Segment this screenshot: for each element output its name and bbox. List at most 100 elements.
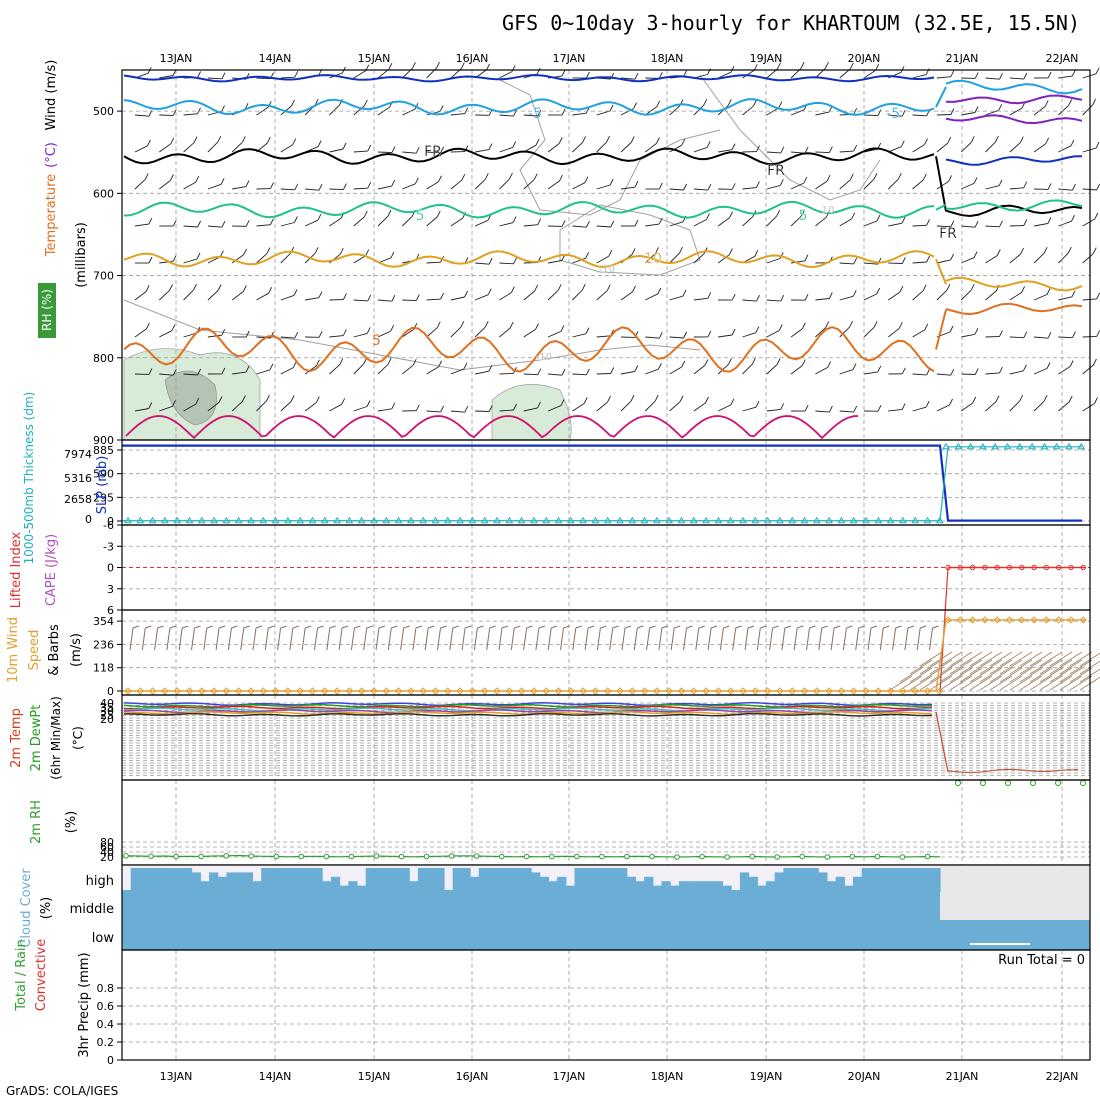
- wind-barb-flag: [219, 250, 224, 257]
- wind-barb: [256, 336, 271, 339]
- wind-barb: [985, 109, 999, 116]
- thickness-marker: [714, 516, 723, 524]
- wind-barb-flag: [1094, 397, 1098, 404]
- cloud-high-bar: [383, 868, 393, 892]
- wind-barb-flag: [145, 285, 150, 292]
- rh-contour-3: [699, 74, 881, 201]
- wind-barb: [742, 299, 757, 302]
- cloud-high-bar: [522, 868, 532, 892]
- wind10-marker-after: [944, 616, 952, 624]
- wind-barb-flag: [778, 101, 783, 108]
- wind-barb-flag: [610, 367, 615, 374]
- wind-barb-flag: [464, 107, 469, 114]
- wind10-speed-line: [122, 619, 1085, 692]
- wind-barb: [426, 327, 438, 338]
- wind-barb: [1009, 187, 1024, 190]
- wind-barb: [718, 149, 733, 153]
- wind10-marker: [271, 687, 280, 695]
- wind10-barb-dense: [919, 675, 943, 691]
- wind-barb: [1058, 366, 1071, 375]
- thickness-marker: [776, 516, 784, 524]
- wind10-axis-label-2: Speed: [27, 630, 42, 671]
- wind-barb: [693, 188, 708, 191]
- wind10-barb-dense: [939, 667, 963, 683]
- wind-barb: [280, 294, 295, 301]
- thickness-marker: [837, 516, 846, 524]
- wind-barb: [402, 299, 417, 302]
- wind10-barb-dense: [1029, 675, 1053, 691]
- wind-barb-flag: [560, 399, 565, 406]
- wind-barb-flag: [950, 108, 955, 115]
- thickness-marker: [751, 516, 760, 524]
- wind10-barb: [437, 627, 441, 651]
- wind-barb-flag: [779, 179, 784, 186]
- wind-barb-flag: [170, 137, 175, 145]
- thickness-marker-after: [991, 442, 1000, 450]
- cloud-high-bar: [705, 881, 715, 892]
- thickness-marker: [788, 516, 797, 524]
- bottom-day-label-0: 13JAN: [160, 1070, 193, 1083]
- wind-barb: [572, 333, 587, 338]
- cloud-high-bar: [800, 868, 811, 892]
- wind-barb-flag: [924, 323, 929, 331]
- wind-barb: [961, 257, 975, 264]
- wind-barb: [936, 289, 948, 301]
- wind-barb-flag: [1096, 292, 1100, 300]
- wind-barb: [596, 335, 611, 338]
- wind-barb-flag: [705, 213, 710, 220]
- wind-barb-flag: [655, 137, 660, 144]
- wind10-barb-flag: [169, 625, 177, 629]
- top-day-label-3: 16JAN: [456, 52, 489, 65]
- wind-barb: [863, 220, 878, 227]
- rh2m-point: [624, 853, 630, 860]
- wind-barb: [1058, 336, 1073, 339]
- wind-barb-flag: [315, 396, 320, 403]
- wind10-marker: [874, 687, 883, 695]
- wind10-marker: [530, 687, 538, 695]
- wind-barb-flag: [537, 109, 542, 117]
- wind-barb-flag: [998, 179, 1003, 186]
- wind-barb: [766, 408, 781, 412]
- wind-barb: [523, 179, 535, 190]
- isotherm-4: [123, 326, 935, 373]
- li-axis-label: Lifted Index: [9, 531, 24, 608]
- wind10-barb: [879, 627, 884, 651]
- wind-barb: [231, 254, 244, 264]
- temp-ytick-3: 25: [100, 709, 114, 722]
- wind-barb-flag: [606, 135, 611, 143]
- wind-barb: [596, 225, 611, 228]
- wind-barb-flag: [537, 401, 541, 409]
- li-ytick-4: 6: [107, 604, 114, 617]
- top-day-label-7: 20JAN: [848, 52, 881, 65]
- temp-band-2: [123, 705, 933, 710]
- wind10-barb: [756, 627, 761, 651]
- temperature-unit-label: (°C): [44, 142, 59, 168]
- wind10-barb-flag: [932, 625, 939, 629]
- thickness-marker-after: [1003, 442, 1012, 450]
- wind-barb: [888, 114, 903, 117]
- cloud-high-bar: [922, 868, 932, 892]
- wind-barb-flag: [1095, 67, 1100, 75]
- cloud-high-bar: [670, 885, 680, 892]
- top-day-label-9: 22JAN: [1046, 52, 1079, 65]
- wind-barb-flag: [974, 328, 979, 335]
- wind-barb-flag: [707, 292, 712, 299]
- dewpt-marker: [1030, 780, 1036, 786]
- wind10-barb-flag: [415, 625, 423, 629]
- wind-barb: [693, 253, 705, 264]
- wind10-barb-flag: [710, 625, 718, 629]
- wind10-barb-dense: [1059, 651, 1083, 667]
- wind-barb-flag: [317, 213, 322, 221]
- wind-ytick-2: 118: [93, 662, 114, 675]
- wind10-barb-flag: [600, 625, 607, 629]
- wind10-marker: [690, 687, 698, 695]
- rh2m-point: [649, 853, 655, 860]
- thickness-marker: [640, 516, 649, 524]
- wind10-barb-dense: [929, 659, 953, 675]
- wind10-barb: [424, 627, 429, 651]
- isotherm-0: [123, 98, 935, 116]
- panel-upper-air: 500 600 700 800 900 -5 FR 5 -5 FR 5 10 -10 10 -10 FR 5 RH…: [38, 60, 1100, 447]
- wind-barb-flag: [1045, 137, 1050, 145]
- wind-barb: [426, 298, 441, 301]
- wind-barb: [377, 215, 389, 227]
